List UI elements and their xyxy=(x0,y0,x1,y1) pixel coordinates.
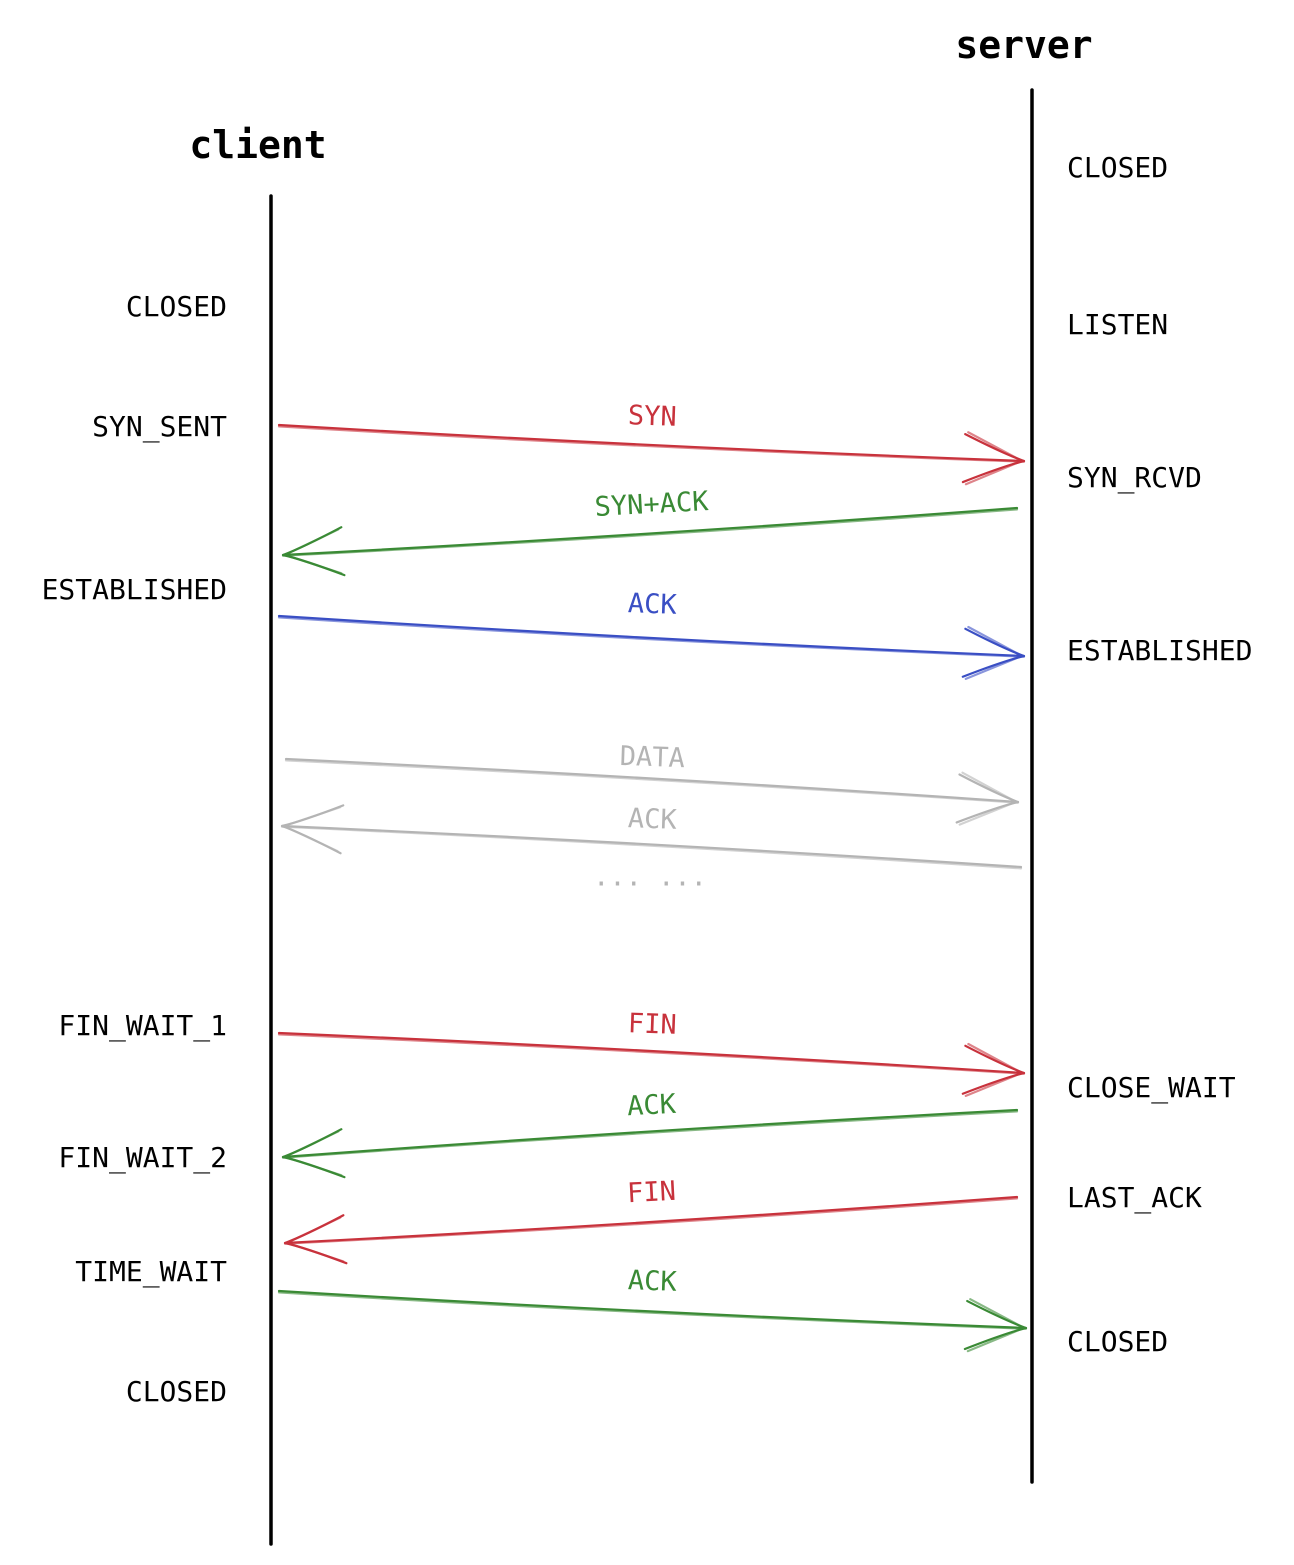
message-arrowhead-data xyxy=(955,773,1020,824)
message-label-data-ack: ACK xyxy=(627,803,678,836)
client-state-fin-wait-1: FIN_WAIT_1 xyxy=(58,1009,227,1043)
message-arrowhead-ack xyxy=(961,627,1026,678)
message-arrowhead-syn xyxy=(961,433,1026,484)
message-arrowhead-syn-ack-sketch xyxy=(283,528,343,575)
client-state-time-wait: TIME_WAIT xyxy=(75,1255,227,1289)
message-label-syn-ack: SYN+ACK xyxy=(594,486,710,523)
client-state-fin-wait-2: FIN_WAIT_2 xyxy=(58,1141,227,1175)
message-label-fin: FIN xyxy=(627,1008,677,1041)
message-label-server-fin: FIN xyxy=(626,1176,676,1210)
server-state-closed-final: CLOSED xyxy=(1067,1325,1168,1358)
client-state-closed-final: CLOSED xyxy=(126,1375,227,1408)
message-arrow-fin-ack-sketch xyxy=(281,1110,1019,1159)
message-arrowhead-fin-ack-sketch xyxy=(283,1130,343,1177)
message-labels: SYN SYN+ACK ACK DATA ACK FIN ACK FIN ACK… xyxy=(593,400,710,1298)
message-label-syn: SYN xyxy=(627,400,677,433)
message-label-ack: ACK xyxy=(627,588,678,621)
message-arrow-data-sketch xyxy=(284,759,1020,804)
message-arrow-syn-ack-sketch xyxy=(281,508,1019,557)
server-state-close-wait: CLOSE_WAIT xyxy=(1067,1071,1236,1105)
server-state-syn-rcvd: SYN_RCVD xyxy=(1067,461,1202,495)
client-state-closed: CLOSED xyxy=(126,290,227,323)
message-arrowhead-data-ack-sketch xyxy=(282,806,342,853)
message-label-final-ack: ACK xyxy=(627,1265,678,1298)
server-state-last-ack: LAST_ACK xyxy=(1067,1181,1202,1215)
message-arrow-data-ack-sketch xyxy=(280,825,1023,870)
message-arrowhead-final-ack xyxy=(963,1299,1028,1351)
client-state-established: ESTABLISHED xyxy=(42,573,227,606)
message-arrows xyxy=(277,423,1028,1353)
server-state-closed: CLOSED xyxy=(1067,151,1168,184)
message-label-data: DATA xyxy=(619,741,685,774)
client-states: CLOSED SYN_SENT ESTABLISHED FIN_WAIT_1 F… xyxy=(42,290,228,1408)
message-arrowhead-server-fin-sketch xyxy=(285,1216,345,1263)
message-arrow-fin-sketch xyxy=(277,1033,1026,1075)
message-arrowhead-fin xyxy=(961,1044,1026,1095)
message-label-fin-ack: ACK xyxy=(626,1089,677,1123)
client-title: client xyxy=(189,123,326,167)
message-arrowhead-data-sketch xyxy=(958,771,1018,826)
message-arrow-ack xyxy=(277,614,1026,658)
message-arrowhead-fin-sketch xyxy=(964,1042,1024,1098)
message-arrowhead-syn-sketch xyxy=(964,431,1024,486)
server-title: server xyxy=(955,23,1092,67)
message-arrowhead-ack-sketch xyxy=(964,625,1024,681)
client-state-syn-sent: SYN_SENT xyxy=(92,410,227,444)
ellipsis-text: ··· ··· xyxy=(593,869,707,900)
message-arrowhead-final-ack-sketch xyxy=(966,1298,1026,1353)
server-states: CLOSED LISTEN SYN_RCVD ESTABLISHED CLOSE… xyxy=(1067,151,1252,1358)
message-arrow-syn-sketch xyxy=(277,425,1026,463)
message-arrow-server-fin-sketch xyxy=(283,1197,1019,1245)
message-arrow-final-ack-sketch xyxy=(277,1291,1028,1330)
server-state-listen: LISTEN xyxy=(1067,308,1168,341)
message-arrow-ack-sketch xyxy=(277,616,1026,658)
server-state-established: ESTABLISHED xyxy=(1067,634,1252,667)
